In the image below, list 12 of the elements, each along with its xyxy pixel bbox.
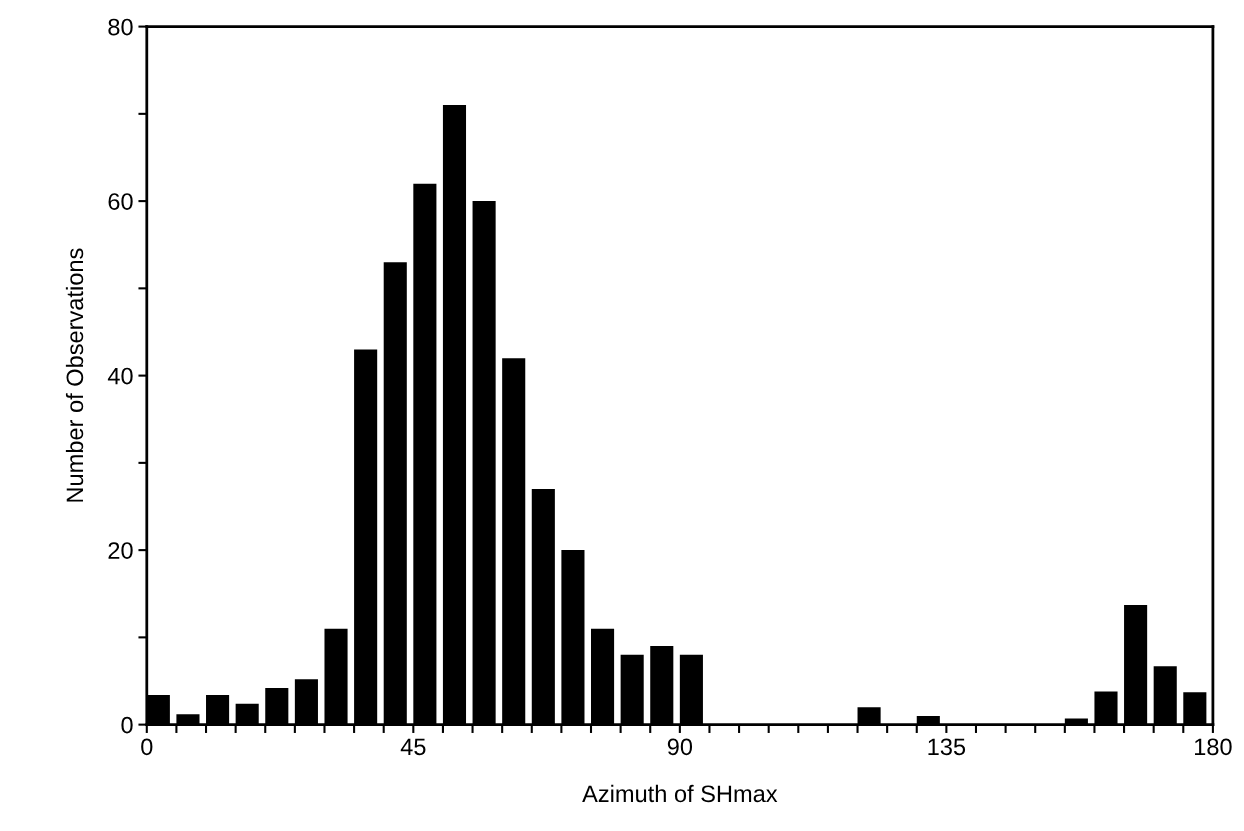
y-axis-title: Number of Observations — [65, 248, 84, 502]
y-tick-label: 0 — [121, 716, 133, 734]
x-tick-label: 180 — [1195, 738, 1232, 756]
y-tick-label: 40 — [107, 367, 133, 385]
x-tick-label: 0 — [141, 738, 153, 756]
y-tick-label: 60 — [108, 193, 133, 210]
x-axis-title: Azimuth of SHmax — [582, 784, 778, 803]
y-tick-label: 20 — [108, 542, 133, 559]
x-tick-label: 90 — [667, 738, 693, 756]
x-tick-label: 45 — [400, 738, 426, 756]
x-tick-label: 135 — [928, 738, 966, 756]
y-tick-label: 80 — [108, 18, 133, 36]
